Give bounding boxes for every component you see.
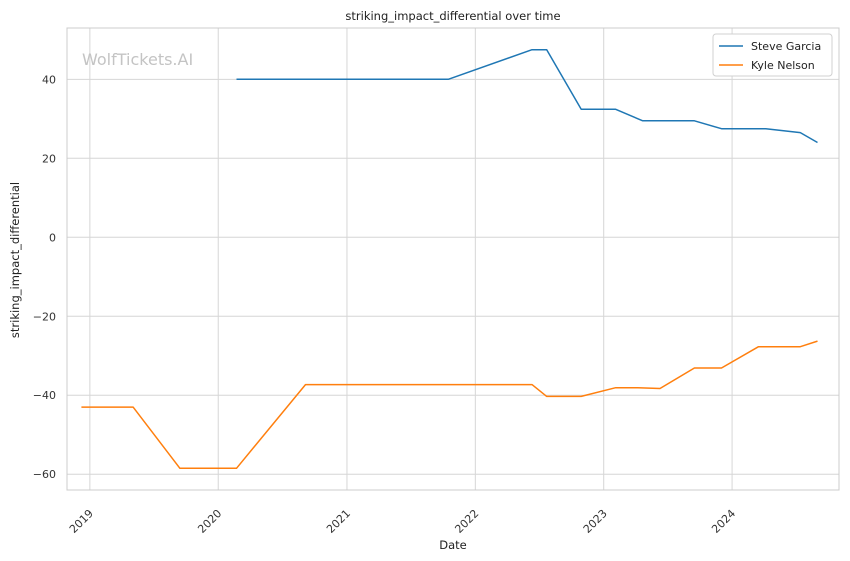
series-line-kyle-nelson	[81, 340, 818, 470]
y-axis-title: striking_impact_differential	[8, 182, 22, 338]
y-tick-label: −60	[33, 468, 56, 481]
y-tick-label: −20	[33, 310, 56, 323]
watermark-text: WolfTickets.AI	[82, 50, 193, 69]
legend-label: Steve Garcia	[751, 40, 821, 53]
series-line-steve-garcia	[236, 48, 818, 144]
y-tick-label: 40	[42, 73, 56, 86]
x-axis-title: Date	[439, 538, 467, 552]
y-tick-label: 20	[42, 152, 56, 165]
legend-label: Kyle Nelson	[751, 59, 815, 72]
chart-title: striking_impact_differential over time	[345, 9, 560, 23]
grid	[67, 28, 839, 490]
series-layer	[81, 48, 818, 470]
plot-frame	[66, 27, 840, 491]
legend: Steve Garcia Kyle Nelson	[712, 33, 833, 77]
y-tick-label: 0	[49, 231, 56, 244]
y-tick-label: −40	[33, 389, 56, 402]
